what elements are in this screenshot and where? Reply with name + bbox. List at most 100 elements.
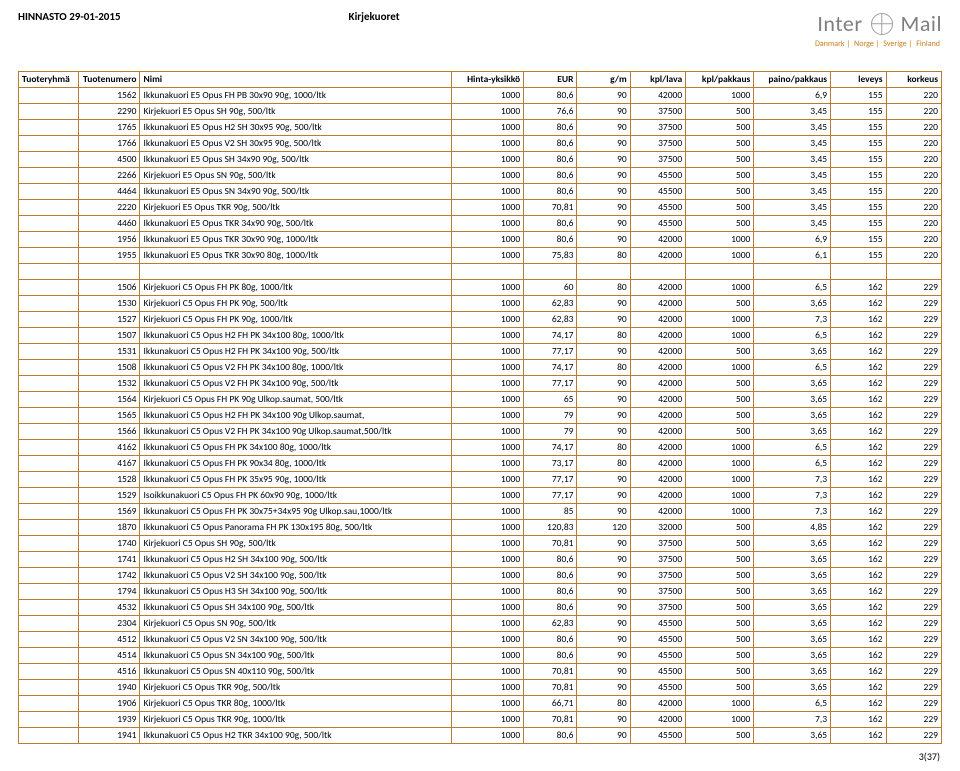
cell: 1000 <box>451 696 523 712</box>
cell: 162 <box>831 616 886 632</box>
cell: 1000 <box>686 360 754 376</box>
cell: Ikkunakuori C5 Opus Panorama FH PK 130x1… <box>140 520 451 536</box>
cell: 2266 <box>78 168 140 184</box>
cell: Ikkunakuori C5 Opus H2 FH PK 34x100 80g,… <box>140 328 451 344</box>
table-row: 1941Ikkunakuori C5 Opus H2 TKR 34x100 90… <box>19 728 942 744</box>
cell: 229 <box>886 616 941 632</box>
cell: 1000 <box>451 328 523 344</box>
cell: 80,6 <box>524 632 577 648</box>
cell <box>19 312 79 328</box>
cell: 229 <box>886 680 941 696</box>
cell <box>19 456 79 472</box>
cell: 45500 <box>630 616 685 632</box>
cell: 1000 <box>686 488 754 504</box>
cell: 1000 <box>451 152 523 168</box>
cell: 3,65 <box>754 424 831 440</box>
cell: 90 <box>577 616 630 632</box>
cell: 162 <box>831 504 886 520</box>
cell: Ikkunakuori C5 Opus H3 SH 34x100 90g, 50… <box>140 584 451 600</box>
cell: 1955 <box>78 248 140 264</box>
cell: 1000 <box>686 232 754 248</box>
cell: 500 <box>686 136 754 152</box>
cell: 70,81 <box>524 664 577 680</box>
cell: 80 <box>577 440 630 456</box>
cell: 162 <box>831 552 886 568</box>
cell: 500 <box>686 616 754 632</box>
table-row: 1569Ikkunakuori C5 Opus FH PK 30x75+34x9… <box>19 504 942 520</box>
cell: 80,6 <box>524 120 577 136</box>
cell: 1000 <box>451 712 523 728</box>
cell: Kirjekuori C5 Opus FH PK 80g, 1000/ltk <box>140 280 451 296</box>
cell: 1000 <box>686 504 754 520</box>
cell: 1000 <box>686 440 754 456</box>
cell: 37500 <box>630 120 685 136</box>
cell: 3,65 <box>754 392 831 408</box>
cell <box>19 168 79 184</box>
cell: 1000 <box>451 680 523 696</box>
column-header: kpl/pakkaus <box>686 72 754 88</box>
cell: 90 <box>577 728 630 744</box>
cell: 4167 <box>78 456 140 472</box>
cell: 1940 <box>78 680 140 696</box>
cell: 42000 <box>630 248 685 264</box>
cell: 45500 <box>630 648 685 664</box>
cell: 42000 <box>630 232 685 248</box>
cell <box>19 552 79 568</box>
cell <box>19 648 79 664</box>
cell: 32000 <box>630 520 685 536</box>
table-row: 1766Ikkunakuori E5 Opus V2 SH 30x95 90g,… <box>19 136 942 152</box>
cell: 90 <box>577 88 630 104</box>
table-row: 1530Kirjekuori C5 Opus FH PK 90g, 500/lt… <box>19 296 942 312</box>
cell: 62,83 <box>524 312 577 328</box>
logo-word-1: Inter <box>817 10 862 37</box>
cell: 229 <box>886 456 941 472</box>
cell: 500 <box>686 584 754 600</box>
cell: Ikkunakuori E5 Opus TKR 34x90 90g, 500/l… <box>140 216 451 232</box>
cell: 4162 <box>78 440 140 456</box>
cell: 229 <box>886 360 941 376</box>
column-header: Nimi <box>140 72 451 88</box>
column-header: paino/pakkaus <box>754 72 831 88</box>
cell: 1794 <box>78 584 140 600</box>
cell: 74,17 <box>524 328 577 344</box>
cell: 3,65 <box>754 536 831 552</box>
cell: Kirjekuori C5 Opus SN 90g, 500/ltk <box>140 616 451 632</box>
cell: 155 <box>831 216 886 232</box>
cell: 70,81 <box>524 536 577 552</box>
cell: 42000 <box>630 456 685 472</box>
cell: 3,65 <box>754 600 831 616</box>
cell: Kirjekuori C5 Opus SH 90g, 500/ltk <box>140 536 451 552</box>
cell: 90 <box>577 584 630 600</box>
cell: 42000 <box>630 88 685 104</box>
cell: 1506 <box>78 280 140 296</box>
cell: 3,65 <box>754 568 831 584</box>
cell: 1870 <box>78 520 140 536</box>
document-title: HINNASTO 29-01-2015 <box>18 10 121 23</box>
cell: 80,6 <box>524 568 577 584</box>
cell: 1000 <box>686 472 754 488</box>
table-row: 1794Ikkunakuori C5 Opus H3 SH 34x100 90g… <box>19 584 942 600</box>
cell: Ikkunakuori C5 Opus SN 40x110 90g, 500/l… <box>140 664 451 680</box>
cell: 500 <box>686 296 754 312</box>
cell: 3,65 <box>754 648 831 664</box>
cell: 162 <box>831 408 886 424</box>
table-row: 4460Ikkunakuori E5 Opus TKR 34x90 90g, 5… <box>19 216 942 232</box>
cell <box>19 680 79 696</box>
table-row <box>19 264 942 280</box>
cell: 1000 <box>686 712 754 728</box>
cell: 85 <box>524 504 577 520</box>
cell: 42000 <box>630 376 685 392</box>
cell: 1508 <box>78 360 140 376</box>
cell: 1939 <box>78 712 140 728</box>
cell: Ikkunakuori E5 Opus TKR 30x90 80g, 1000/… <box>140 248 451 264</box>
cell: 1000 <box>451 360 523 376</box>
cell: 162 <box>831 664 886 680</box>
cell: 3,65 <box>754 664 831 680</box>
cell: 1000 <box>686 696 754 712</box>
cell: 1507 <box>78 328 140 344</box>
cell: 500 <box>686 536 754 552</box>
table-row: 1740Kirjekuori C5 Opus SH 90g, 500/ltk10… <box>19 536 942 552</box>
cell: 162 <box>831 376 886 392</box>
cell: 7,3 <box>754 712 831 728</box>
cell: 77,17 <box>524 344 577 360</box>
